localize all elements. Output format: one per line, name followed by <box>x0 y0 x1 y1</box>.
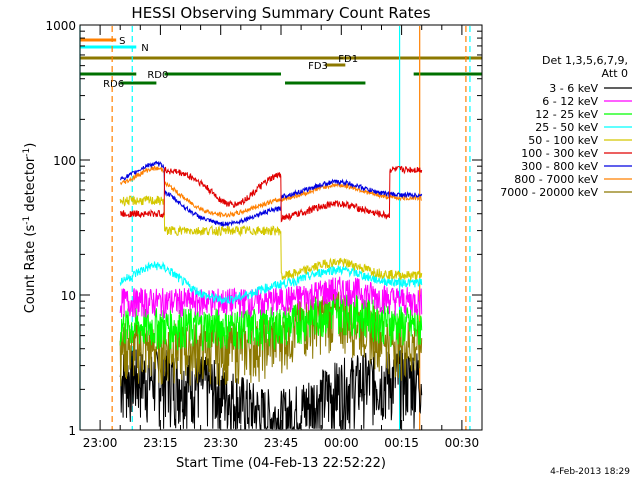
series-traces <box>119 160 423 430</box>
y-tick-label: 100 <box>53 154 76 168</box>
flag-label: FD3 <box>308 61 328 72</box>
timestamp: 4-Feb-2013 18:29 <box>550 467 630 477</box>
flag-label: FD1 <box>338 54 358 65</box>
y-axis-label: Count Rate (s-1 detector-1) <box>22 143 38 314</box>
series-trace-3 <box>119 261 423 305</box>
legend-entry-label: 6 - 12 keV <box>542 95 598 108</box>
legend-header: Att 0 <box>602 67 628 80</box>
x-tick-label: 23:00 <box>83 436 118 450</box>
legend-entry-label: 800 - 7000 keV <box>514 173 598 186</box>
series-trace-0 <box>119 348 423 430</box>
legend-entry-label: 3 - 6 keV <box>549 82 598 95</box>
legend-entry-label: 50 - 100 keV <box>528 134 598 147</box>
legend-entry-label: 25 - 50 keV <box>535 121 598 134</box>
series-trace-6 <box>120 160 423 228</box>
flag-label: RD6 <box>103 79 124 90</box>
y-label-part: -1 <box>22 216 32 225</box>
flag-bars: S N FD1 FD3 RD0 RD6 <box>80 36 482 90</box>
y-tick-label: 10 <box>61 289 76 303</box>
x-axis-label: Start Time (04-Feb-13 22:52:22) <box>176 456 386 471</box>
x-tick-label: 23:15 <box>143 436 178 450</box>
flag-label: N <box>141 43 148 54</box>
x-tick-label: 00:00 <box>324 436 359 450</box>
y-label-part: -1 <box>22 148 32 157</box>
x-tick-label: 23:45 <box>264 436 299 450</box>
legend-header: Det 1,3,5,6,7,9, <box>542 54 628 67</box>
flag-label: RD0 <box>147 70 168 81</box>
flag-label: S <box>119 36 125 47</box>
legend-entry-label: 300 - 800 keV <box>521 160 598 173</box>
y-tick-label: 1000 <box>45 19 76 33</box>
x-tick-label: 00:30 <box>445 436 480 450</box>
x-tick-label: 23:30 <box>203 436 238 450</box>
chart-title: HESSI Observing Summary Count Rates <box>131 4 430 22</box>
series-trace-2 <box>119 294 423 351</box>
series-trace-7 <box>119 164 422 218</box>
series-trace-4 <box>119 195 423 282</box>
legend-entry-label: 100 - 300 keV <box>521 147 598 160</box>
series-trace-1 <box>119 276 423 319</box>
legend-entry-label: 12 - 25 keV <box>535 108 598 121</box>
y-tick-label: 1 <box>68 424 76 438</box>
axes: 1 10 100 1000 23:00 23:15 23:30 23:45 00:00 00:15… <box>45 19 483 450</box>
y-label-part: Count Rate (s <box>23 225 38 314</box>
y-label-part: detector <box>23 156 38 216</box>
x-tick-label: 00:15 <box>384 436 419 450</box>
series-trace-5 <box>119 165 423 223</box>
legend-entry-label: 7000 - 20000 keV <box>500 186 598 199</box>
y-label-part: ) <box>23 143 38 148</box>
